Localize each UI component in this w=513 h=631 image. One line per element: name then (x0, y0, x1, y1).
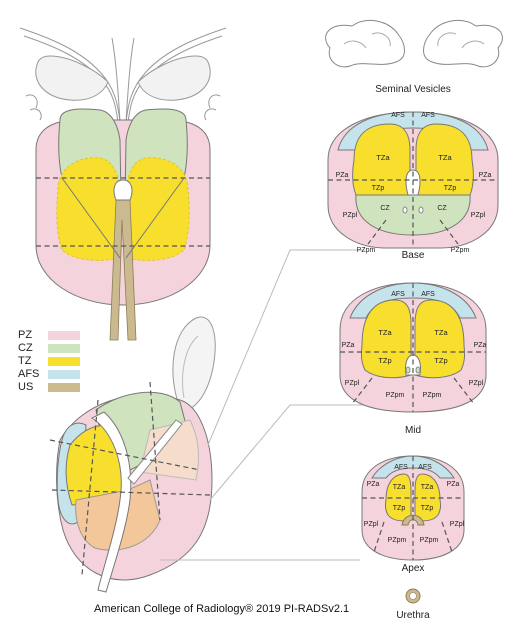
mid-pza-right-label: PZa (474, 342, 487, 349)
mid-section: AFS AFS PZa PZa TZa TZa TZp TZp PZpl PZp… (339, 282, 487, 436)
base-pzpl-right-label: PZpl (471, 212, 486, 219)
mid-tz-left (360, 299, 412, 379)
seminal-vesicles-title: Seminal Vesicles (375, 84, 451, 95)
base-title: Base (402, 250, 425, 261)
apex-pzpm-right-label: PZpm (420, 537, 439, 544)
coronal-vesicles (19, 27, 227, 123)
mid-tzp-right-label: TZp (434, 356, 447, 365)
apex-pza-right-label: PZa (447, 481, 460, 488)
mid-pzpl-right-label: PZpl (469, 380, 484, 387)
legend-us-swatch (48, 383, 80, 392)
legend-afs-swatch (48, 370, 80, 379)
sagittal-view (49, 316, 216, 593)
seminal-vesicles-figure: Seminal Vesicles (325, 19, 503, 95)
mid-tza-right-label: TZa (434, 328, 448, 337)
coronal-view (19, 27, 227, 341)
base-tz-left (352, 123, 411, 196)
mid-afs-left-label: AFS (391, 291, 405, 298)
base-tzp-left-label: TZp (372, 185, 385, 192)
apex-afs-left-label: AFS (394, 464, 408, 471)
sagittal-urethra (91, 411, 132, 593)
mid-title: Mid (405, 425, 421, 436)
apex-tza-right-label: TZa (421, 484, 434, 491)
base-tza-right-label: TZa (438, 153, 452, 162)
base-pzpm-right-label: PZpm (451, 247, 470, 254)
legend-us-label: US (18, 381, 33, 393)
urethra-title: Urethra (396, 610, 430, 621)
base-pza-left-label: PZa (336, 172, 349, 179)
apex-tza-left-label: TZa (393, 484, 406, 491)
mid-tza-left-label: TZa (378, 328, 392, 337)
base-cz-right-label: CZ (437, 205, 447, 212)
apex-pza-left-label: PZa (367, 481, 380, 488)
base-tza-left-label: TZa (376, 153, 390, 162)
connector-lines (160, 249, 365, 561)
base-afs-right-label: AFS (421, 112, 435, 119)
legend: PZ CZ TZ AFS US (18, 329, 80, 393)
mid-pzpm-left-label: PZpm (386, 392, 405, 399)
apex-section: AFS AFS PZa PZa TZa TZa TZp TZp PZpl PZp… (361, 455, 465, 574)
legend-cz-label: CZ (18, 342, 33, 354)
apex-title: Apex (402, 563, 425, 574)
mid-tz-right (414, 299, 466, 379)
legend-cz-swatch (48, 344, 80, 353)
apex-tzp-left-label: TZp (393, 505, 406, 512)
base-section: AFS AFS TZa TZa PZa PZa TZp TZp CZ CZ PZ… (327, 111, 499, 261)
apex-pzpl-right-label: PZpl (450, 521, 465, 528)
copyright-footer: American College of Radiology® 2019 PI-R… (94, 603, 349, 615)
apex-afs-right-label: AFS (418, 464, 432, 471)
mid-pza-left-label: PZa (342, 342, 355, 349)
mid-pzpm-right-label: PZpm (423, 392, 442, 399)
legend-pz-label: PZ (18, 329, 32, 341)
apex-tz-left (384, 473, 412, 522)
base-pzpm-left-label: PZpm (357, 247, 376, 254)
legend-pz-swatch (48, 331, 80, 340)
mid-afs-right-label: AFS (421, 291, 435, 298)
apex-tz-right (414, 473, 442, 522)
legend-tz-label: TZ (18, 355, 32, 367)
mid-pzpl-left-label: PZpl (345, 380, 360, 387)
legend-afs-label: AFS (18, 368, 39, 380)
urethra-figure: Urethra (396, 588, 430, 621)
mid-tzp-left-label: TZp (378, 356, 391, 365)
base-tzp-right-label: TZp (444, 185, 457, 192)
base-pzpl-left-label: PZpl (343, 212, 358, 219)
legend-tz-swatch (48, 357, 80, 366)
apex-pzpm-left-label: PZpm (388, 537, 407, 544)
mid-afs (349, 282, 477, 319)
apex-tzp-right-label: TZp (421, 505, 434, 512)
coronal-urethra (109, 199, 137, 341)
base-afs-left-label: AFS (391, 112, 405, 119)
base-cz-left-label: CZ (380, 205, 390, 212)
base-pza-right-label: PZa (479, 172, 492, 179)
apex-pzpl-left-label: PZpl (364, 521, 379, 528)
sagittal-ejaculatory-region (139, 419, 199, 481)
